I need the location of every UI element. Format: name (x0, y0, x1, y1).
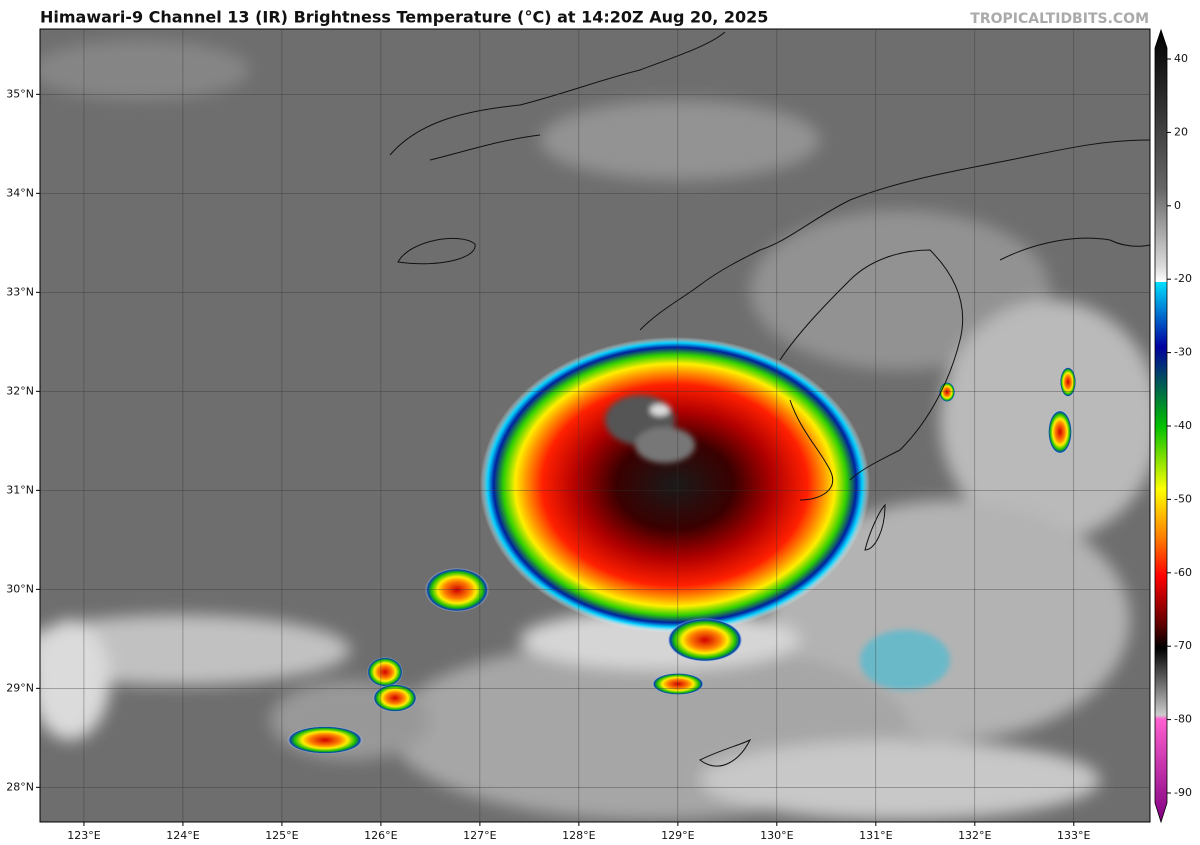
colorbar-tick-label: -20 (1174, 272, 1192, 285)
colorbar-tick-label: 0 (1174, 199, 1181, 212)
colorbar-tick-label: -40 (1174, 419, 1192, 432)
colorbar-tick-label: -90 (1174, 786, 1192, 799)
map-frame (39, 28, 1151, 823)
lon-tick-label: 129°E (661, 829, 694, 842)
lon-tick-label: 132°E (958, 829, 991, 842)
colorbar-tick-label: -50 (1174, 492, 1192, 505)
colorbar-scale (1154, 28, 1168, 824)
colorbar-tick-label: -80 (1174, 713, 1192, 726)
colorbar: 40 20 0 -20 -30 -40 -50 -60 -70 -80 -90 (1154, 28, 1192, 824)
title: Himawari-9 Channel 13 (IR) Brightness Te… (40, 8, 768, 27)
lat-tick-label: 31°N (6, 483, 34, 496)
colorbar-tick-label: -70 (1174, 639, 1192, 652)
lat-tick-label: 28°N (6, 780, 34, 793)
lat-tick-label: 34°N (6, 186, 34, 199)
lon-tick-label: 128°E (562, 829, 595, 842)
lon-tick-label: 131°E (859, 829, 892, 842)
lat-tick-label: 29°N (6, 681, 34, 694)
lat-tick-label: 32°N (6, 384, 34, 397)
colorbar-tick-label: -60 (1174, 566, 1192, 579)
lon-tick-label: 125°E (265, 829, 298, 842)
lon-tick-label: 123°E (67, 829, 100, 842)
colorbar-tick-label: 20 (1174, 125, 1188, 138)
lat-tick-label: 33°N (6, 285, 34, 298)
lon-tick-label: 124°E (166, 829, 199, 842)
graticule: 123°E 124°E 125°E 126°E 127°E 128°E 129°E 130°E… (6, 29, 1150, 842)
colorbar-tick-label: 40 (1174, 52, 1188, 65)
colorbar-tick-label: -30 (1174, 346, 1192, 359)
lat-tick-label: 35°N (6, 87, 34, 100)
lon-tick-label: 133°E (1057, 829, 1090, 842)
lon-tick-label: 127°E (463, 829, 496, 842)
lat-tick-label: 30°N (6, 582, 34, 595)
satellite-image (40, 29, 1150, 822)
brand: TROPICALTIDBITS.COM (970, 11, 1149, 27)
lon-tick-label: 126°E (364, 829, 397, 842)
lon-tick-label: 130°E (760, 829, 793, 842)
